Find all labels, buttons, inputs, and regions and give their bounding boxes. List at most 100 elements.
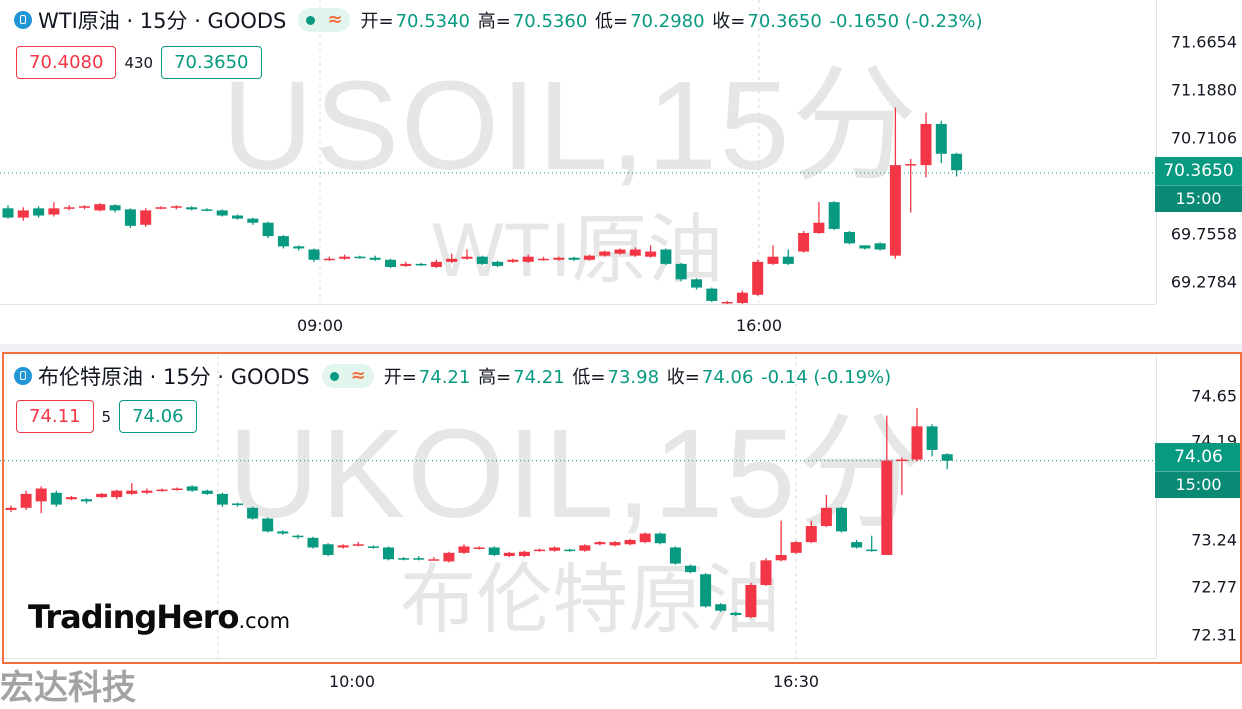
candle [805,520,817,544]
last-price-tag: 70.3650 15:00 [1155,157,1242,212]
candle-body [568,257,580,260]
candle [760,558,772,587]
candle-body [277,236,289,247]
candle [851,539,863,549]
sell-price-button[interactable]: 70.4080 [16,46,117,79]
y-tick-label: 74.65 [1191,386,1237,406]
candle [866,535,878,552]
candle [488,546,500,557]
close-label: 收= [712,11,746,32]
time-axis-line [0,658,1156,659]
market-open-dot-icon [306,15,316,25]
candle [775,520,787,562]
candle [17,207,29,221]
candle [216,209,228,217]
chart-title[interactable]: WTI原油 · 15分 · GOODS [38,9,287,33]
candle-body [935,123,947,154]
price-axis[interactable]: 74.65 74.19 73.24 72.77 72.31 [1156,356,1242,658]
high-value: 74.21 [513,367,565,388]
chart-panel-wti[interactable]: USOIL,15分 WTI原油 WTI原油 · 15分 · GOODS ≈ 开=… [0,0,1242,344]
y-tick-label: 72.77 [1191,577,1237,597]
symbol-icon[interactable] [14,11,32,29]
candle-body [911,426,923,460]
candle [935,120,947,164]
candlestick-plot-wti[interactable] [0,0,1156,344]
candle [430,259,442,269]
spread-value: 5 [101,407,112,426]
candle [383,546,394,561]
y-tick-label: 69.2784 [1170,272,1237,292]
candle [905,158,917,213]
candle [941,453,953,470]
buy-price-button[interactable]: 70.3650 [161,46,262,79]
candle [518,550,530,558]
candle-body [430,261,442,267]
candle-body [874,243,886,250]
candle-body [156,489,168,492]
symbol-icon[interactable] [14,367,32,385]
candlestick-plot-brent[interactable] [0,352,1156,664]
open-label: 开= [360,11,394,32]
candle-body [522,256,534,262]
candle [700,573,712,608]
candle-body [109,205,121,211]
candle [461,249,473,260]
candle-body [685,565,696,573]
candle-body [65,497,77,500]
y-tick-label: 71.1880 [1170,80,1237,100]
candle [583,254,595,261]
candle-body [20,493,32,508]
close-label: 收= [666,367,700,388]
market-status-pill[interactable]: ≈ [321,364,374,388]
last-price-tag: 74.06 15:00 [1155,443,1242,498]
candle [354,255,366,259]
candle [65,496,77,501]
market-status-pill[interactable]: ≈ [298,8,351,32]
low-label: 低= [595,11,629,32]
candle-body [216,210,228,216]
chart-title[interactable]: 布伦特原油 · 15分 · GOODS [38,365,310,389]
candle-body [367,546,379,548]
candle [896,457,908,495]
candle-body [896,459,908,462]
candle-body [836,507,847,532]
candle [645,245,657,258]
logo-brand: TradingHero [28,598,239,636]
candle [629,247,641,257]
candle-body [583,255,595,260]
candle-body [564,549,576,552]
chart-legend: WTI原油 · 15分 · GOODS ≈ 开= 70.5340 高= 70.536… [14,6,984,34]
candle [293,245,305,251]
candle [247,217,259,225]
buy-price-button[interactable]: 74.06 [119,400,197,433]
candle-body [629,249,641,256]
candle-body [645,251,657,257]
candle-body [599,251,611,256]
candle-body [859,245,871,249]
sell-price-button[interactable]: 74.11 [16,400,94,433]
tradinghero-logo: TradingHero.com [28,598,290,636]
candle-body [844,231,855,244]
change-value: -0.1650 (-0.23%) [829,11,983,32]
candle-body [736,292,748,303]
candle [654,532,666,545]
candle [534,548,545,552]
candle [141,488,153,494]
candle [473,546,485,550]
price-axis[interactable]: 71.6654 71.1880 70.7106 69.7558 69.2784 [1156,0,1242,304]
candle [201,489,213,495]
candle-body [639,533,651,543]
candle-body [458,546,470,553]
y-tick-label: 71.6654 [1170,32,1237,52]
candle-body [828,202,840,229]
candle [50,490,62,507]
candle [624,538,636,546]
candle [337,544,349,549]
candle [352,542,364,547]
candle [553,256,565,261]
candle-body [443,552,455,562]
panel-separator[interactable] [0,344,1242,352]
corner-watermark: 宏达科技 [0,668,136,708]
candle-body [889,165,901,256]
candle [836,506,847,533]
